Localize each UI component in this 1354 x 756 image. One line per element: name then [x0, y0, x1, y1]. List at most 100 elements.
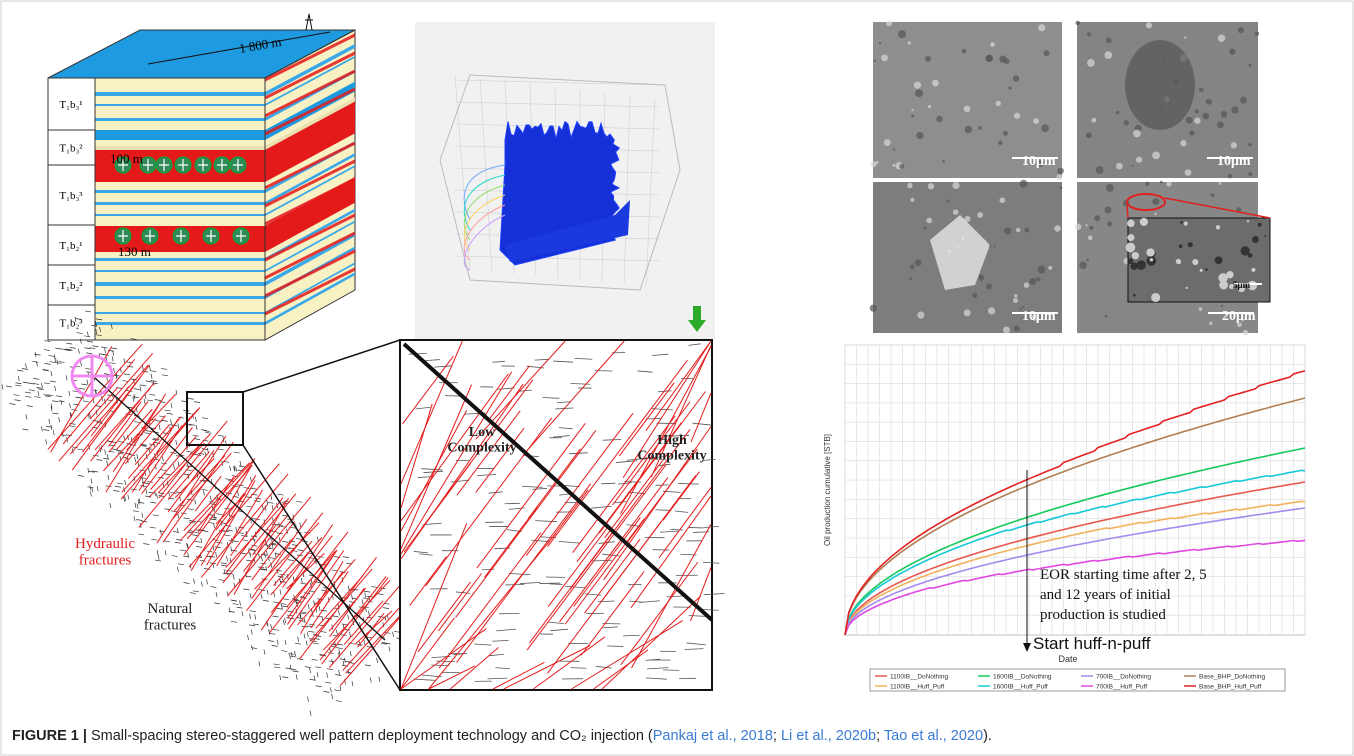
- scale-label: 10μm: [1022, 154, 1056, 169]
- natural-fracture: [379, 677, 380, 682]
- natural-fracture: [393, 632, 394, 637]
- natural-fracture: [251, 630, 252, 635]
- grain: [1136, 157, 1142, 163]
- grain: [1151, 293, 1160, 302]
- natural-fracture: [307, 697, 308, 702]
- natural-fracture: [233, 575, 234, 580]
- natural-fracture: [285, 640, 286, 645]
- natural-fracture: [87, 341, 93, 342]
- natural-fracture: [343, 557, 349, 558]
- natural-fracture: [327, 672, 328, 677]
- natural-fracture: [150, 527, 156, 528]
- natural-fracture: [271, 495, 272, 500]
- grain: [1251, 268, 1255, 272]
- natural-fracture: [317, 672, 318, 677]
- natural-fracture: [122, 380, 128, 381]
- natural-fracture: [144, 399, 145, 404]
- natural-fracture: [285, 618, 286, 623]
- grain: [1145, 182, 1149, 186]
- grain: [1089, 226, 1093, 230]
- natural-fracture: [6, 386, 12, 387]
- natural-fracture: [250, 488, 256, 489]
- natural-fracture: [233, 604, 239, 605]
- natural-fracture: [304, 618, 305, 623]
- natural-fracture: [219, 580, 225, 581]
- grain: [1249, 64, 1252, 67]
- grain: [1192, 259, 1198, 265]
- grain: [1194, 118, 1200, 124]
- layer-band: [95, 202, 265, 205]
- natural-fracture: [164, 541, 170, 542]
- natural-fracture: [314, 600, 315, 605]
- natural-fracture: [33, 378, 39, 379]
- grain: [1024, 282, 1029, 287]
- natural-fracture: [140, 386, 141, 391]
- natural-fracture: [225, 525, 231, 526]
- natural-fracture: [188, 509, 194, 510]
- natural-fracture: [149, 366, 150, 371]
- natural-fracture: [138, 534, 144, 535]
- natural-fracture: [271, 531, 277, 532]
- natural-fracture: [145, 394, 146, 399]
- natural-fracture: [150, 502, 156, 503]
- natural-fracture: [41, 426, 42, 431]
- natural-fracture: [231, 546, 232, 551]
- natural-fracture: [152, 383, 158, 384]
- natural-fracture: [300, 523, 301, 528]
- natural-fracture: [339, 670, 340, 675]
- grain: [1146, 248, 1154, 256]
- natural-fracture: [281, 604, 282, 609]
- natural-fracture: [263, 600, 269, 601]
- natural-fracture: [44, 341, 50, 342]
- natural-fracture: [308, 631, 314, 632]
- natural-fracture: [339, 649, 340, 654]
- natural-label: fractures: [144, 618, 197, 634]
- natural-fracture: [90, 413, 91, 418]
- natural-fracture: [125, 480, 126, 485]
- grain: [1218, 34, 1225, 41]
- natural-fracture: [312, 659, 318, 660]
- grain: [1188, 242, 1193, 247]
- layer-band: [95, 118, 265, 121]
- natural-fracture: [26, 414, 27, 419]
- hydraulic-fracture: [139, 421, 227, 527]
- natural-fracture: [178, 513, 179, 518]
- natural-fracture: [124, 358, 125, 363]
- grain: [886, 21, 892, 27]
- grain: [1152, 198, 1159, 205]
- natural-fracture: [207, 448, 208, 453]
- natural-fracture: [269, 633, 275, 634]
- natural-fracture: [135, 503, 136, 508]
- grain: [953, 209, 959, 215]
- natural-fracture: [333, 616, 339, 617]
- natural-fracture: [124, 435, 125, 440]
- natural-fracture: [66, 375, 67, 380]
- citation-link[interactable]: Pankaj et al., 2018: [653, 728, 773, 744]
- grain: [914, 82, 921, 89]
- grain: [1057, 168, 1064, 175]
- grain: [1092, 118, 1097, 123]
- grain: [884, 139, 891, 146]
- grain: [965, 126, 973, 134]
- grain: [1087, 59, 1095, 67]
- citation-link[interactable]: Li et al., 2020b: [781, 728, 876, 744]
- natural-fracture: [291, 669, 297, 670]
- grain: [1209, 322, 1212, 325]
- natural-fracture: [142, 513, 143, 518]
- grain: [1076, 21, 1080, 25]
- natural-fracture: [300, 583, 306, 584]
- grain: [1020, 180, 1028, 188]
- natural-fracture: [266, 566, 267, 571]
- natural-fracture: [133, 397, 134, 402]
- natural-fracture: [45, 363, 51, 364]
- natural-fracture: [157, 550, 158, 555]
- natural-fracture: [27, 406, 33, 407]
- citation-link[interactable]: Tao et al., 2020: [884, 728, 983, 744]
- natural-fracture: [250, 593, 251, 598]
- grain: [1205, 268, 1208, 271]
- scale-label: 10μm: [1022, 309, 1056, 324]
- grain: [1180, 221, 1183, 224]
- natural-fracture: [160, 530, 161, 535]
- grain: [1140, 218, 1148, 226]
- natural-fracture: [15, 385, 21, 386]
